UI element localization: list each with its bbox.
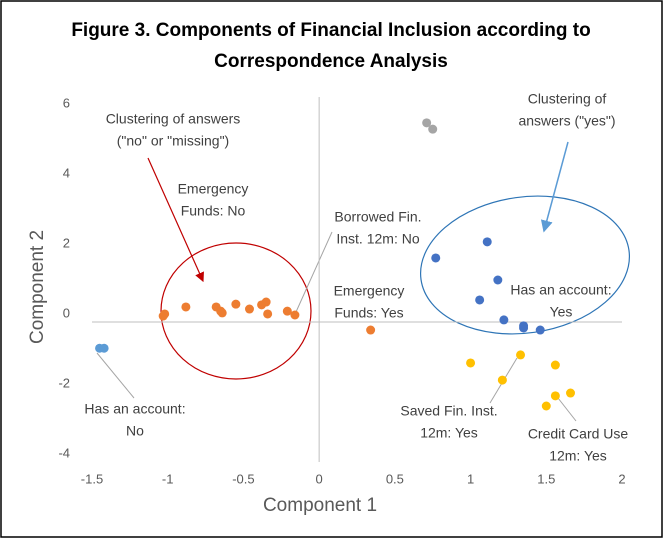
point [261,297,271,307]
annotation: Saved Fin. Inst. [400,403,497,419]
point [181,302,191,312]
point [482,237,492,247]
point [217,308,227,318]
y-tick-label: 2 [63,235,70,250]
x-tick-label: 1 [467,471,474,486]
annotation: answers ("yes") [518,113,615,129]
annotation: Yes [550,304,573,320]
point [282,306,292,316]
annotation: 12m: Yes [549,448,607,464]
point [535,325,545,335]
point [160,309,170,319]
point [566,388,576,398]
x-tick-label: -1.5 [81,471,103,486]
point [550,391,560,401]
annotation: Funds: Yes [334,305,403,321]
x-axis-label: Component 1 [263,495,377,516]
point [466,358,476,368]
point [428,124,438,134]
point [493,275,503,285]
point [516,350,526,360]
annotation: ("no" or "missing") [117,133,229,149]
cluster-ellipse [160,242,312,380]
y-tick-label: 0 [63,305,70,320]
x-tick-label: -0.5 [232,471,254,486]
point [244,304,254,314]
annotation: Emergency [178,181,249,197]
annotation: Has an account: [84,401,185,417]
annotation: Borrowed Fin. [334,209,421,225]
annotation: 12m: Yes [420,425,478,441]
point [475,295,485,305]
point [499,315,509,325]
x-tick-label: 0.5 [386,471,404,486]
point [519,323,529,333]
x-tick-label: 1.5 [537,471,555,486]
point [541,401,551,411]
y-tick-label: 6 [63,95,70,110]
point [263,309,273,319]
x-tick-label: -1 [162,471,174,486]
y-axis-label: Component 2 [27,230,48,344]
y-tick-label: -4 [58,445,70,460]
x-tick-label: 2 [618,471,625,486]
chart-title: Correspondence Analysis [214,51,448,72]
point [99,343,109,353]
point [422,118,432,128]
annotation: No [126,423,144,439]
point [366,325,376,335]
arrow [540,141,569,233]
point [231,299,241,309]
y-tick-label: 4 [63,165,70,180]
annotation: Has an account: [510,282,611,298]
annotation: Clustering of answers [106,111,241,127]
point [290,310,300,320]
y-tick-label: -2 [58,375,70,390]
annotation: Inst. 12m: No [336,231,419,247]
annotation: Credit Card Use [528,426,629,442]
x-tick-label: 0 [316,471,323,486]
arrow [147,157,204,283]
point [431,253,441,263]
annotation: Funds: No [181,203,246,219]
chart-title: Figure 3. Components of Financial Inclus… [71,20,590,41]
annotation: Clustering of [528,91,607,107]
point [497,375,507,385]
point [550,360,560,370]
cluster-ellipse [419,195,631,335]
annotation: Emergency [334,283,405,299]
